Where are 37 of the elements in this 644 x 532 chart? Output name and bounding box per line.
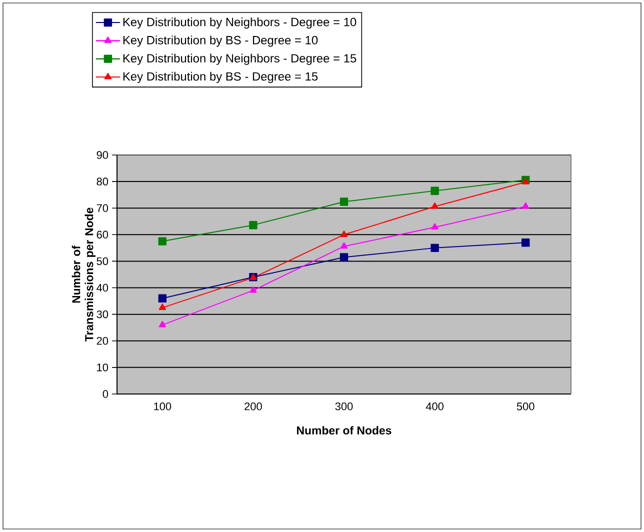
point <box>340 253 348 262</box>
y-tick-label: 60 <box>96 230 108 239</box>
point <box>430 244 439 252</box>
point <box>340 230 348 237</box>
x-tick-label: 400 <box>426 402 444 410</box>
y-tick-label: 30 <box>96 310 108 318</box>
point <box>431 202 438 209</box>
y-tick-label: 40 <box>96 284 108 292</box>
point <box>158 304 166 310</box>
legend-label: Key Distribution by BS - Degree = 15 <box>123 72 318 84</box>
point <box>431 223 438 230</box>
x-axis-title: Number of Nodes <box>297 426 392 435</box>
y-tick-label: 0 <box>102 390 108 398</box>
y-tick-label: 20 <box>96 337 108 345</box>
point <box>522 202 530 209</box>
x-tick-label: 200 <box>244 402 262 410</box>
y-tick-label: 80 <box>96 178 108 186</box>
x-tick-label: 500 <box>516 402 534 410</box>
legend-label: Key Distribution by Neighbors - Degree = 10 <box>123 17 356 29</box>
x-tick-label: 100 <box>154 402 172 410</box>
point <box>522 238 530 247</box>
legend-label: Key Distribution by Neighbors - Degree = 15 <box>123 54 356 65</box>
point <box>340 242 348 249</box>
point <box>158 320 166 328</box>
point <box>158 294 167 302</box>
point <box>340 198 348 206</box>
y-axis-title: Number of Transmissions per Node <box>72 208 96 342</box>
point <box>249 221 258 230</box>
legend-label: Key Distribution by BS - Degree = 10 <box>123 36 318 47</box>
x-tick-label: 300 <box>335 402 353 410</box>
y-tick-label: 50 <box>96 257 108 266</box>
point <box>158 237 167 246</box>
y-tick-label: 70 <box>96 204 108 212</box>
point <box>250 286 257 293</box>
y-tick-label: 10 <box>97 364 108 372</box>
y-tick-label: 90 <box>96 151 108 159</box>
point <box>430 186 439 195</box>
